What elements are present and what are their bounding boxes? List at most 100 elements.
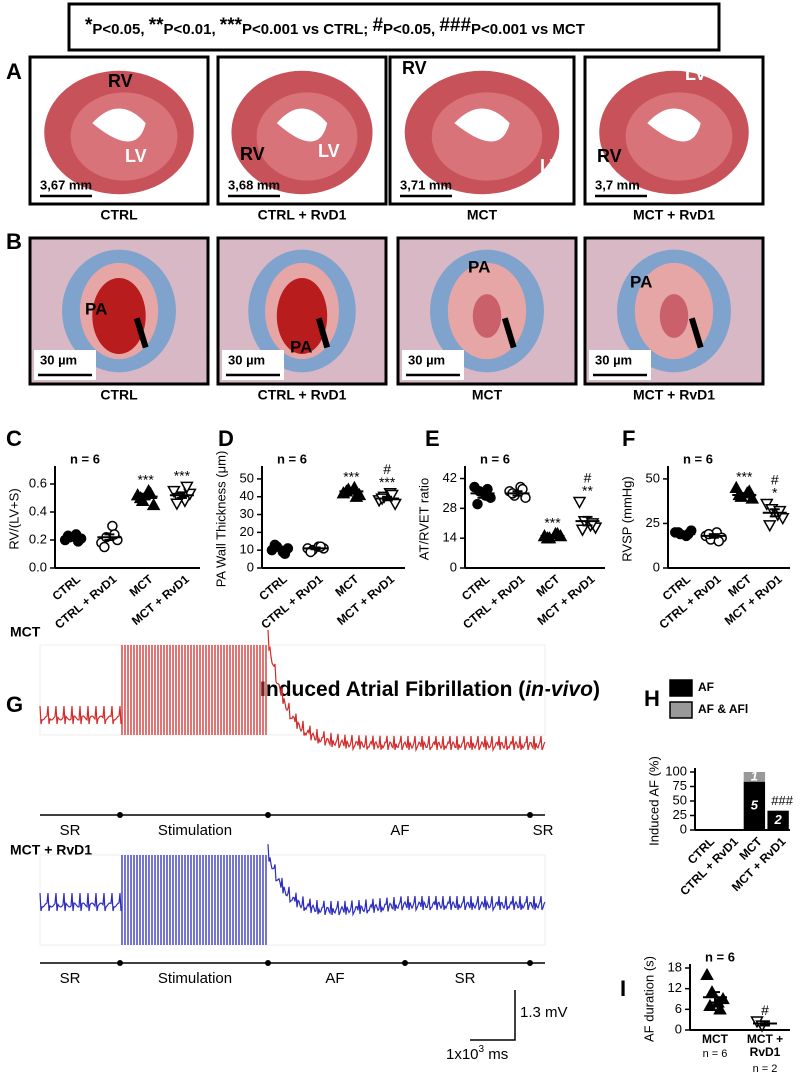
wall-measure [133,317,149,349]
count-label: 1 [751,768,758,783]
y-tick-label: 0 [450,559,457,574]
y-tick-label: 25 [673,807,687,822]
y-axis-label: AF duration (s) [641,956,656,1042]
title-part: ) [593,678,600,701]
y-tick-label: 20 [240,524,254,539]
legend-label: AF [698,680,714,694]
mean-error-bar [762,508,787,518]
y-tick-label: 28 [443,500,457,515]
mean-error-bar [732,492,757,498]
significance-label: * [772,485,778,501]
legend-text: *P<0.05, **P<0.01, ***P<0.001 vs CTRL; #… [85,15,585,38]
significance-symbol: # [372,15,383,36]
mean-error-bar [505,490,530,497]
phase-label: Stimulation [158,970,232,987]
y-axis-label: AT/RVET ratio [416,478,431,560]
scale-label: 30 µm [408,352,445,367]
legend-box [67,2,721,52]
panel-letter: G [6,692,23,717]
y-axis-label: RV/(LV+S) [6,488,21,549]
phase-label: Stimulation [158,822,232,839]
lv-label: LV [318,141,340,161]
panel-letter: A [6,59,22,84]
pa-label: PA [85,299,107,318]
y-tick-label: 0 [680,821,687,836]
data-point [107,520,118,532]
y-tick-label: 75 [673,778,687,793]
data-point [572,496,587,510]
mean-error-bar [267,545,292,552]
scale-label: 3,68 mm [228,177,280,192]
legend-phrase: P<0.01, [164,21,220,38]
significance-symbol: ### [439,15,471,36]
count-label: 2 [774,812,783,827]
vessel-lumen [276,278,328,354]
af-trace [267,844,546,917]
y-tick-label: 100 [665,763,687,778]
significance-label: *** [137,472,154,488]
timeline-dot [265,812,271,818]
ventricle-cavity [92,108,146,142]
phase-label: SR [455,970,476,987]
pa-label: PA [290,337,312,356]
bar-segment [767,810,789,830]
y-tick-label: 50 [240,470,254,485]
y-tick-label: 0.6 [29,475,47,490]
significance-label: *** [736,469,753,485]
scale-label: 30 µm [595,352,632,367]
data-point [745,491,760,504]
rv-label: RV [108,71,133,91]
bar-segment [743,781,766,830]
mean-error-bar [703,991,727,1004]
phase-label: SR [533,822,554,839]
caption: MCT + RvD1 [633,207,715,223]
scale-bars [470,990,516,1041]
data-point [472,498,483,510]
count-label: 5 [751,797,759,812]
mean-error-bar [753,1020,777,1027]
data-point [762,520,777,533]
caption: MCT [472,387,503,403]
data-point [349,489,364,502]
time-scale-part: 3 [479,1044,485,1055]
bar-segment [743,772,766,782]
timeline-dot [117,812,123,818]
timeline-dot [402,960,408,966]
ventricle-cavity [276,108,328,142]
panel-letter: E [425,426,440,451]
timeline-dot [527,812,533,818]
y-tick-label: 0 [653,559,660,574]
y-tick-label: 6 [675,1001,682,1016]
y-tick-label: 50 [673,792,687,807]
data-point [716,991,730,1005]
y-tick-label: 30 [240,506,254,521]
title-part: in-vivo [525,678,593,701]
wall-measure [315,317,331,349]
scale-label: 3,67 mm [40,177,92,192]
y-tick-label: 25 [646,515,660,530]
vessel-lumen [472,294,502,338]
y-tick-label: 12 [668,980,682,995]
scale-label: 3,7 mm [595,177,640,192]
data-point [146,497,161,511]
caption: CTRL + RvD1 [258,387,347,403]
data-point [700,967,714,981]
panel-letter: D [218,426,234,451]
ventricle-cavity [454,108,510,142]
time-scale-part: 1x10 [446,1046,479,1063]
mean-error-bar [303,546,328,551]
phase-label: AF [390,822,409,839]
sample-size-note: n = 6 [277,451,307,466]
scale-label: 30 µm [228,352,265,367]
lv-label: LV [540,156,562,176]
time-scale-label: 1x103 ms [446,1044,508,1063]
x-category-label: MCT + RvD1 [722,572,785,628]
mean-error-bar [339,488,364,495]
trace-label: MCT [10,624,41,640]
x-category-label: CTRL + RvD1 [258,572,326,632]
scale-label: 3,71 mm [400,177,452,192]
mean-error-bar [575,515,600,527]
data-point [170,498,184,511]
sample-size-note: n = 6 [70,451,100,466]
